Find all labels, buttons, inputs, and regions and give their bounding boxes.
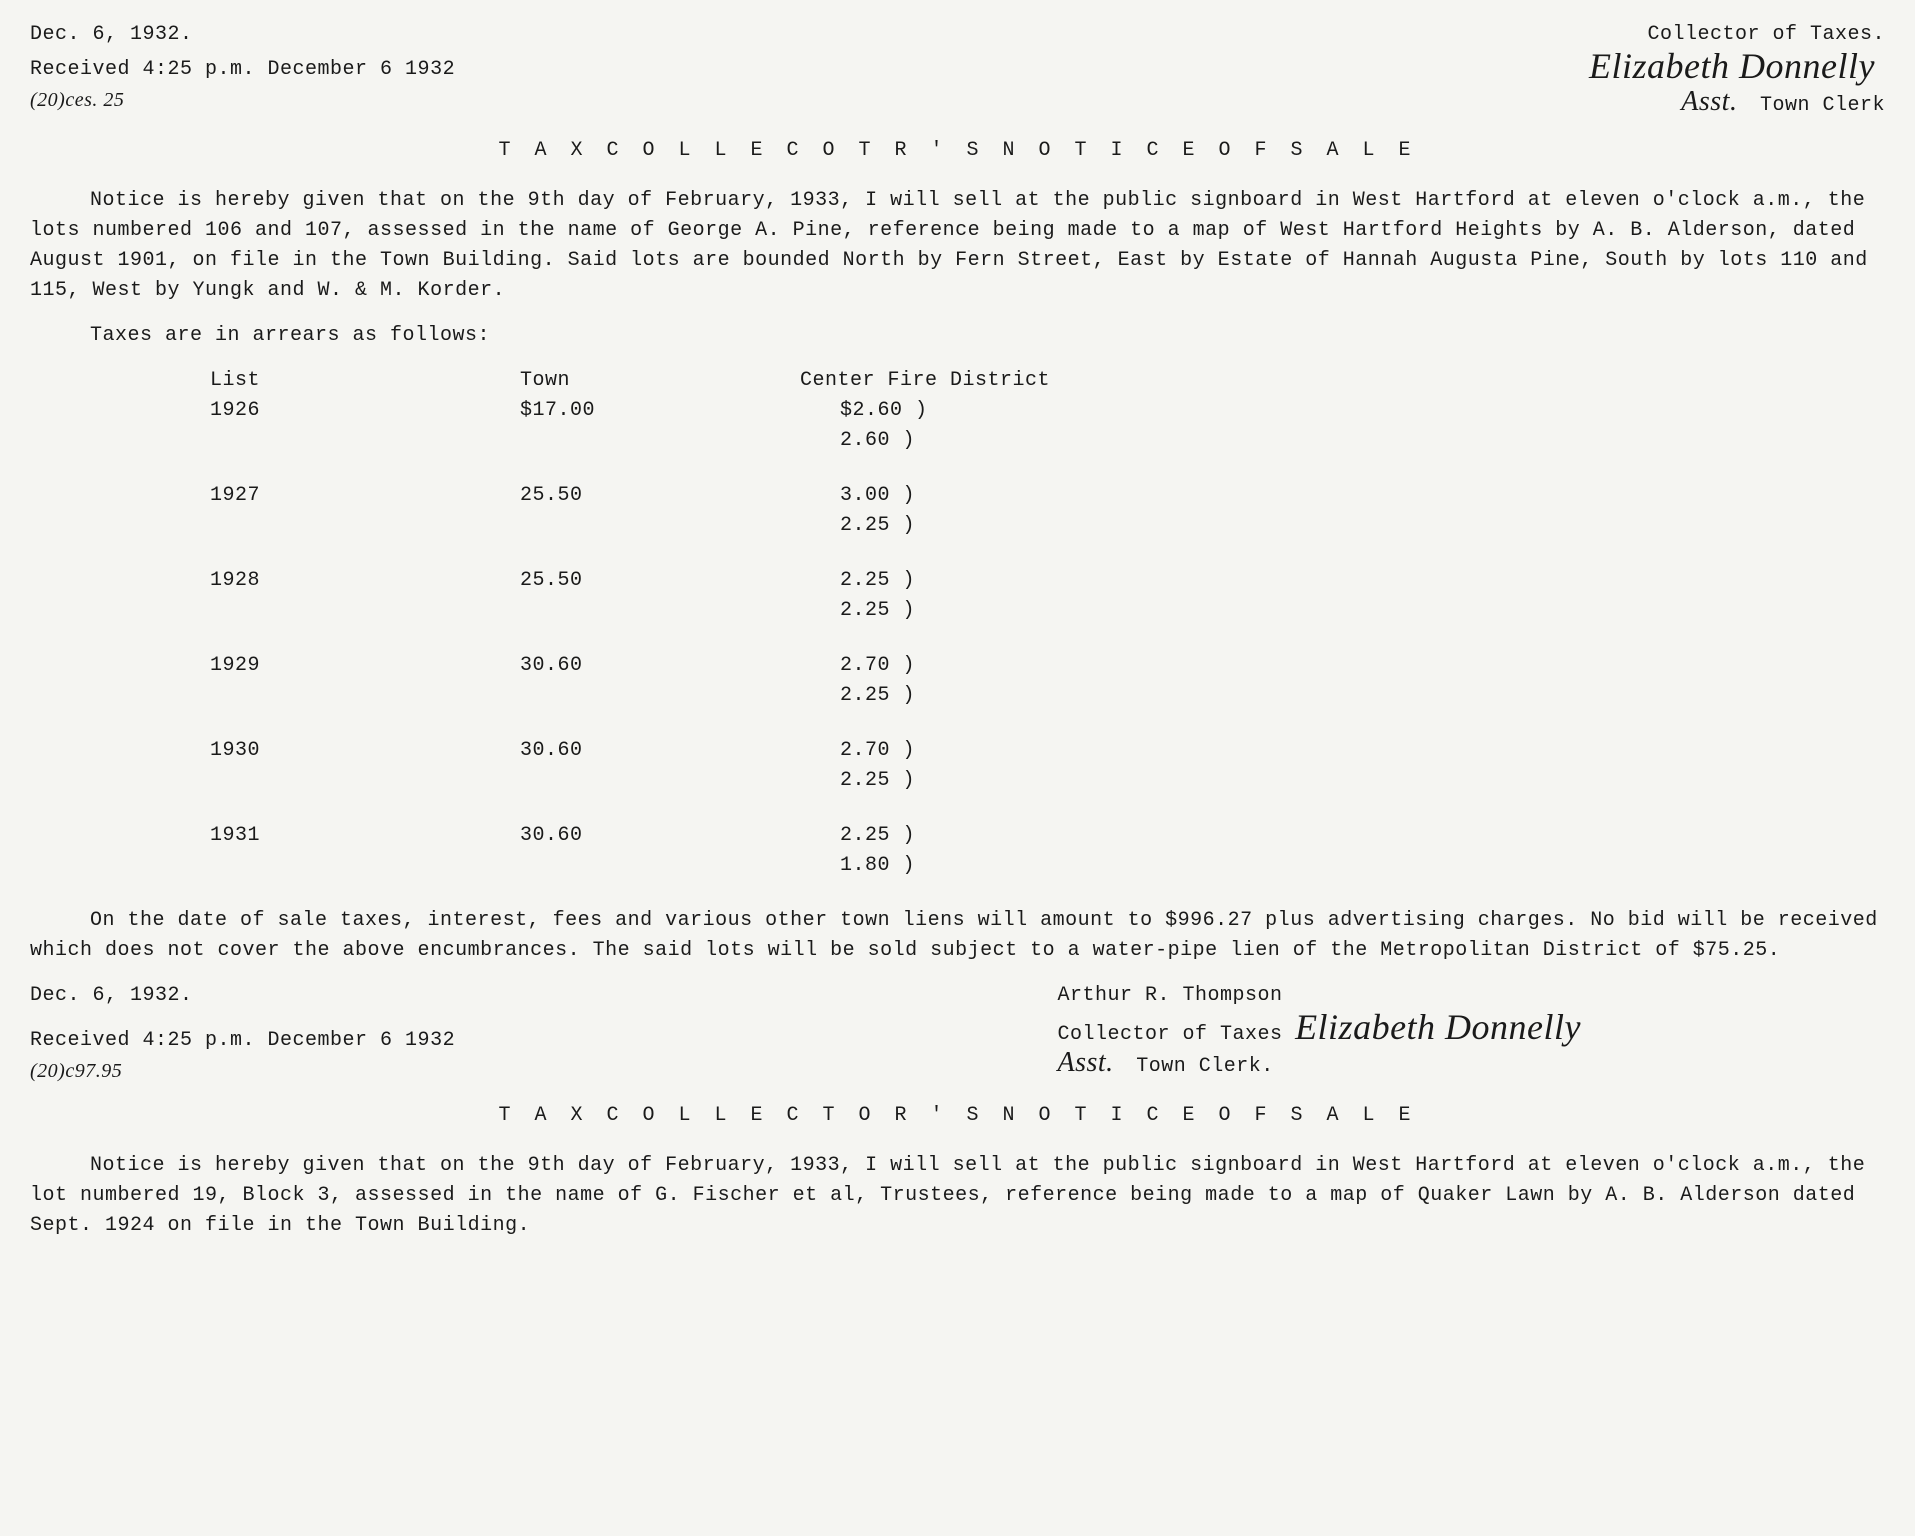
fire-value-2: 2.25 ) (840, 596, 1170, 626)
sig-right: Arthur R. Thompson Collector of Taxes El… (858, 981, 1886, 1086)
closing-paragraph: On the date of sale taxes, interest, fee… (30, 906, 1885, 966)
fire-value-1: $2.60 ) (840, 396, 1170, 426)
header-row: Dec. 6, 1932. Received 4:25 p.m. Decembe… (30, 20, 1885, 121)
year-cell: 1927 (210, 481, 490, 541)
signature-sub: Asst. (1681, 89, 1737, 114)
fire-cell: 2.25 )1.80 ) (770, 821, 1170, 881)
closing-clerk: Town Clerk. (1136, 1055, 1274, 1078)
fire-value-1: 2.70 ) (840, 651, 1170, 681)
notice1-paragraph: Notice is hereby given that on the 9th d… (30, 186, 1885, 306)
col-fire-header: Center Fire District (770, 366, 1170, 396)
closing-signature: Elizabeth Donnelly (1295, 1011, 1581, 1043)
fire-value-2: 2.25 ) (840, 681, 1170, 711)
town-cell: 25.50 (490, 566, 770, 626)
table-row: 193130.602.25 )1.80 ) (210, 821, 1310, 881)
col-town-header: Town (490, 366, 770, 396)
received-text: Received 4:25 p.m. December 6 1932 (30, 58, 455, 81)
town-cell: $17.00 (490, 396, 770, 456)
fire-value-1: 3.00 ) (840, 481, 1170, 511)
fire-value-1: 2.70 ) (840, 736, 1170, 766)
header-right: Collector of Taxes. Elizabeth Donnelly A… (958, 20, 1886, 121)
year-cell: 1931 (210, 821, 490, 881)
table-row: 192825.502.25 )2.25 ) (210, 566, 1310, 626)
closing-date: Dec. 6, 1932. (30, 981, 858, 1011)
closing-receipt-mark: (20)c97.95 (30, 1056, 858, 1086)
header-left: Dec. 6, 1932. Received 4:25 p.m. Decembe… (30, 20, 958, 115)
closing-collector: Collector of Taxes (1058, 1023, 1283, 1046)
year-cell: 1926 (210, 396, 490, 456)
arrears-table: List Town Center Fire District 1926$17.0… (210, 366, 1310, 881)
table-row: 192725.503.00 )2.25 ) (210, 481, 1310, 541)
receipt-mark: (20)ces. 25 (30, 85, 958, 115)
town-cell: 30.60 (490, 821, 770, 881)
fire-value-2: 2.25 ) (840, 511, 1170, 541)
clerk-label: Town Clerk (1760, 94, 1885, 117)
town-cell: 30.60 (490, 651, 770, 711)
fire-value-1: 2.25 ) (840, 566, 1170, 596)
fire-value-2: 2.60 ) (840, 426, 1170, 456)
fire-cell: 2.70 )2.25 ) (770, 651, 1170, 711)
notice-title-1: T A X C O L L E C O T R ' S N O T I C E … (30, 136, 1885, 166)
table-row: 1926$17.00$2.60 )2.60 ) (210, 396, 1310, 456)
table-row: 193030.602.70 )2.25 ) (210, 736, 1310, 796)
fire-cell: $2.60 )2.60 ) (770, 396, 1170, 456)
fire-value-1: 2.25 ) (840, 821, 1170, 851)
fire-value-2: 2.25 ) (840, 766, 1170, 796)
fire-cell: 2.25 )2.25 ) (770, 566, 1170, 626)
table-header-row: List Town Center Fire District (210, 366, 1310, 396)
table-row: 192930.602.70 )2.25 ) (210, 651, 1310, 711)
received-line: Received 4:25 p.m. December 6 1932 (30, 55, 958, 85)
col-list-header: List (210, 366, 490, 396)
town-cell: 30.60 (490, 736, 770, 796)
signature-row: Dec. 6, 1932. Received 4:25 p.m. Decembe… (30, 981, 1885, 1086)
sig-left: Dec. 6, 1932. Received 4:25 p.m. Decembe… (30, 981, 858, 1086)
closing-received: Received 4:25 p.m. December 6 1932 (30, 1026, 858, 1056)
signature-name: Elizabeth Donnelly (1589, 50, 1875, 82)
closing-sig-sub: Asst. (1058, 1050, 1114, 1075)
year-cell: 1930 (210, 736, 490, 796)
notice2-paragraph: Notice is hereby given that on the 9th d… (30, 1151, 1885, 1241)
arrears-intro: Taxes are in arrears as follows: (30, 321, 1885, 351)
year-cell: 1929 (210, 651, 490, 711)
fire-cell: 3.00 )2.25 ) (770, 481, 1170, 541)
notice-title-2: T A X C O L L E C T O R ' S N O T I C E … (30, 1101, 1885, 1131)
town-cell: 25.50 (490, 481, 770, 541)
fire-cell: 2.70 )2.25 ) (770, 736, 1170, 796)
year-cell: 1928 (210, 566, 490, 626)
fire-value-2: 1.80 ) (840, 851, 1170, 881)
header-date: Dec. 6, 1932. (30, 20, 958, 50)
